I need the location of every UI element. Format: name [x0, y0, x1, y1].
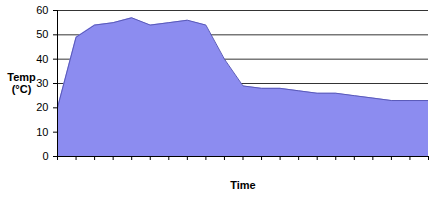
svg-text:10: 10 — [36, 126, 48, 138]
svg-text:0: 0 — [42, 150, 48, 162]
svg-text:20: 20 — [36, 101, 48, 113]
svg-text:Temp(°C): Temp(°C) — [7, 71, 36, 95]
svg-text:Time: Time — [230, 179, 255, 191]
svg-text:40: 40 — [36, 53, 48, 65]
svg-text:60: 60 — [36, 4, 48, 16]
svg-text:30: 30 — [36, 77, 48, 89]
svg-text:50: 50 — [36, 28, 48, 40]
